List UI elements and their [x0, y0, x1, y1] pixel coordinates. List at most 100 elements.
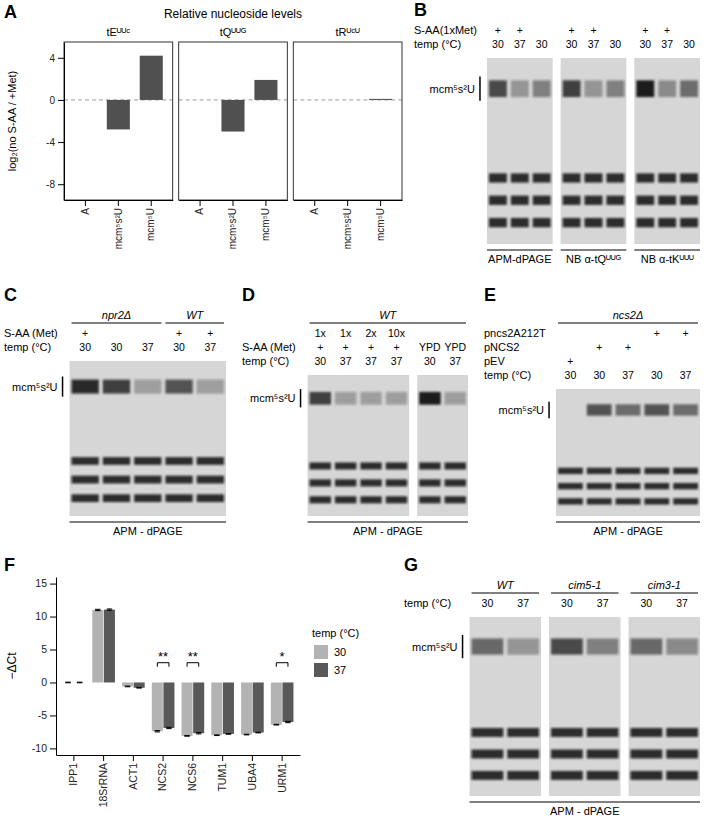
- row-cell: 10x: [388, 327, 406, 339]
- error-bar: [226, 733, 232, 735]
- lower-band: [511, 196, 529, 205]
- tick: mcm⁵s²U: [113, 200, 124, 249]
- lower-band: [606, 218, 624, 227]
- lower-band: [72, 457, 99, 465]
- lower-band: [310, 496, 331, 503]
- lower-band: [386, 479, 407, 486]
- band: [507, 638, 539, 654]
- legend-title: temp (°C): [312, 627, 359, 639]
- row-cell: +: [517, 24, 523, 36]
- row-cell: 30: [79, 341, 91, 353]
- lower-band: [419, 496, 440, 503]
- row-cell: +: [590, 24, 596, 36]
- gel: [549, 617, 620, 796]
- band-marker: [548, 402, 550, 419]
- row-cell: 37: [680, 369, 692, 381]
- tick-label: 10: [35, 610, 47, 622]
- band: [636, 80, 654, 97]
- lower-band: [310, 462, 331, 469]
- tick: URM1: [276, 755, 288, 793]
- lower-band: [680, 173, 698, 182]
- bar: [92, 610, 103, 683]
- gel: [634, 58, 700, 244]
- row-cell: +: [495, 24, 501, 36]
- row-cell: +: [569, 24, 575, 36]
- band: [616, 404, 641, 415]
- error-bar: [95, 609, 101, 610]
- row-cell: 37: [449, 355, 461, 367]
- tick-label: IPP1: [67, 763, 79, 786]
- gel: [487, 58, 553, 244]
- tick-mark: [50, 748, 56, 749]
- facet-title: tQᵁᵁᴳ: [220, 26, 247, 38]
- bar: [271, 682, 282, 724]
- lower-band: [680, 218, 698, 227]
- caption: APM - dPAGE: [550, 805, 619, 817]
- caption-line: [70, 522, 226, 523]
- tick-mark: [50, 584, 56, 585]
- lower-band: [360, 462, 381, 469]
- tick: A: [194, 200, 205, 215]
- bar: [74, 99, 97, 100]
- band: [310, 392, 331, 405]
- bar: [223, 682, 234, 733]
- error-bar: [155, 731, 161, 732]
- bar: [253, 682, 264, 732]
- group-line: [472, 593, 539, 594]
- group-label: ncs2Δ: [613, 309, 644, 321]
- lower-band: [551, 749, 583, 758]
- tick-label: A: [80, 208, 91, 215]
- group-label: WT: [497, 579, 515, 591]
- bar: [282, 682, 293, 722]
- error-bar: [274, 724, 280, 726]
- tick: mcm⁵U: [260, 200, 271, 241]
- tick: UBA4: [246, 755, 258, 790]
- tick-mark: [103, 755, 104, 761]
- lower-band: [507, 749, 539, 758]
- y-axis: -10-5051015: [32, 577, 57, 755]
- band: [197, 380, 224, 394]
- tick: IPP1: [67, 755, 79, 786]
- band: [658, 80, 676, 97]
- group-label: WT: [186, 309, 204, 321]
- band: [631, 638, 663, 654]
- band-label: mcm⁵s²U: [250, 392, 296, 404]
- row-cell: 30: [566, 38, 578, 50]
- tick-mark: [314, 200, 315, 206]
- row-cell: 30: [593, 369, 605, 381]
- error-bar: [136, 687, 142, 689]
- bar: [140, 56, 163, 100]
- row-label: pNCS2: [484, 341, 519, 353]
- tick-label: TUM1: [216, 763, 228, 792]
- tick: 18SrRNA: [97, 755, 109, 807]
- row-cell: +: [393, 341, 399, 353]
- lower-band: [631, 728, 663, 737]
- legend: temp (°C)3037: [312, 627, 359, 677]
- row-cell: 37: [661, 38, 673, 50]
- lower-band: [585, 218, 603, 227]
- row-cell: 37: [517, 597, 529, 609]
- band: [103, 380, 130, 394]
- lower-band: [472, 749, 504, 758]
- lower-band: [335, 462, 356, 469]
- tick-mark: [151, 200, 152, 206]
- lower-band: [165, 476, 192, 484]
- significance-label: **: [188, 649, 198, 664]
- band: [165, 380, 192, 394]
- tick-label: mcm⁵U: [375, 208, 386, 241]
- tick: 5: [41, 643, 56, 655]
- group-line: [72, 323, 162, 324]
- row-cell: 30: [651, 369, 663, 381]
- tick-mark: [58, 58, 64, 59]
- marks: [64, 56, 173, 130]
- row-label: S-AA (Met): [242, 341, 296, 353]
- tick-mark: [58, 142, 64, 143]
- lower-band: [197, 494, 224, 502]
- bar: [211, 682, 222, 735]
- band: [551, 638, 583, 654]
- marks: [65, 609, 293, 736]
- lower-band: [616, 468, 641, 474]
- axis-title: −ΔCt: [5, 652, 19, 680]
- band: [644, 404, 669, 415]
- row-cell: 37: [142, 341, 154, 353]
